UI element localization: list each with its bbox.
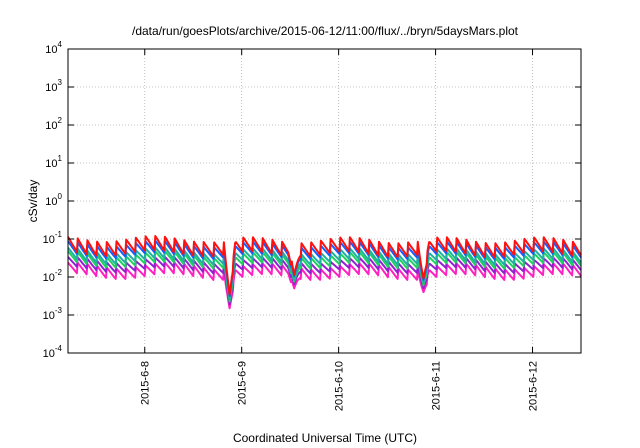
y-tick-label: 100 xyxy=(45,192,62,208)
y-tick-label: 10-4 xyxy=(43,344,63,360)
series-layer xyxy=(67,235,582,310)
y-tick-label: 103 xyxy=(45,78,62,94)
y-tick-label: 10-1 xyxy=(43,230,63,246)
x-axis-label: Coordinated Universal Time (UTC) xyxy=(233,431,417,445)
x-tick-label: 2015-6-9 xyxy=(237,361,249,405)
x-tick-label: 2015-6-10 xyxy=(334,361,346,411)
y-tick-label: 10-3 xyxy=(43,306,63,322)
y-tick-label: 104 xyxy=(45,40,62,56)
y-tick-label: 101 xyxy=(45,154,62,170)
y-tick-label: 102 xyxy=(45,116,62,132)
x-tick-label: 2015-6-12 xyxy=(528,361,540,411)
y-tick-labels: 10-4 10-3 10-2 10-1 100 101 102 103 104 xyxy=(43,40,63,360)
y-tick-label: 10-2 xyxy=(43,268,63,284)
y-axis-label: cSv/day xyxy=(26,180,40,223)
grid-lines xyxy=(68,49,581,353)
series-line xyxy=(67,235,582,296)
axis-ticks xyxy=(68,48,581,354)
x-tick-label: 2015-6-8 xyxy=(140,361,152,405)
x-tick-label: 2015-6-11 xyxy=(431,361,443,410)
chart-title: /data/run/goesPlots/archive/2015-06-12/1… xyxy=(132,24,519,38)
x-tick-labels: 2015-6-8 2015-6-9 2015-6-10 2015-6-11 2015-6… xyxy=(140,361,540,411)
